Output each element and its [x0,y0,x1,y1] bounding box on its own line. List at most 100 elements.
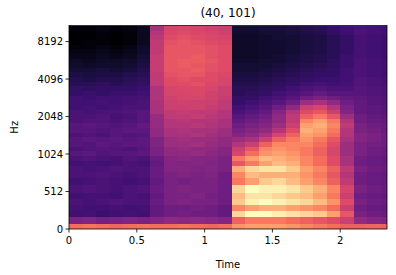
cell [218,30,232,35]
cell [381,63,387,68]
cell [272,171,286,178]
cell [340,137,354,142]
cell [150,95,164,100]
cell [177,199,191,206]
cell [232,95,246,100]
cell [313,128,327,133]
cell [245,114,259,119]
cell [150,44,164,49]
cell [286,137,300,142]
cell [191,137,205,142]
cell [218,114,232,119]
cell [150,151,164,156]
cell [381,155,387,160]
cell [381,100,387,105]
cell [123,114,137,119]
cell [177,100,191,105]
cell [381,30,387,35]
cell [150,35,164,40]
cell [259,72,273,77]
cell [313,26,327,31]
cell [232,81,246,86]
cell [96,35,110,40]
cell [259,223,273,229]
x-tick [340,229,341,233]
cell [272,118,286,123]
cell [191,151,205,156]
cell [286,217,300,224]
cell [232,205,246,212]
cell [300,118,314,123]
cell [232,90,246,95]
cell [191,26,205,31]
cell [69,49,83,54]
cell [286,184,300,193]
cell [191,132,205,137]
cell [367,63,381,68]
cell [205,184,219,193]
cell [164,137,178,142]
cell [232,63,246,68]
cell [340,77,354,82]
cell [340,192,354,199]
cell [232,53,246,58]
cell [164,118,178,123]
cell [110,223,124,229]
cell [69,58,83,63]
cell [340,184,354,193]
cell [245,39,259,44]
cell [327,86,341,91]
cell [69,77,83,82]
cell [96,223,110,229]
cell [367,223,381,229]
cell [354,104,368,109]
cell [245,123,259,128]
cell [96,184,110,193]
cell [313,53,327,58]
cell [123,81,137,86]
cell [205,86,219,91]
cell [218,217,232,224]
cell [245,58,259,63]
cell [218,44,232,49]
cell [232,171,246,178]
cell [96,58,110,63]
cell [286,192,300,199]
cell [137,192,151,199]
cell [205,223,219,229]
cell [313,104,327,109]
cell [164,223,178,229]
cell [245,155,259,160]
cell [259,95,273,100]
cell [110,165,124,171]
cell [150,211,164,218]
cell [367,90,381,95]
cell [232,58,246,63]
cell [177,30,191,35]
cell [286,123,300,128]
cell [137,114,151,119]
cell [137,184,151,193]
cell [232,165,246,171]
cell [110,146,124,151]
cell [272,199,286,206]
cell [259,30,273,35]
cell [177,171,191,178]
y-tick [66,229,70,230]
cell [205,30,219,35]
cell [96,72,110,77]
cell [300,81,314,86]
cell [232,67,246,72]
cell [286,118,300,123]
cell [245,132,259,137]
cell [232,72,246,77]
cell [205,95,219,100]
cell [272,128,286,133]
cell [272,109,286,114]
cell [83,49,97,54]
cell [381,141,387,146]
cell [164,86,178,91]
cell [340,67,354,72]
cell [150,165,164,171]
cell [218,223,232,229]
